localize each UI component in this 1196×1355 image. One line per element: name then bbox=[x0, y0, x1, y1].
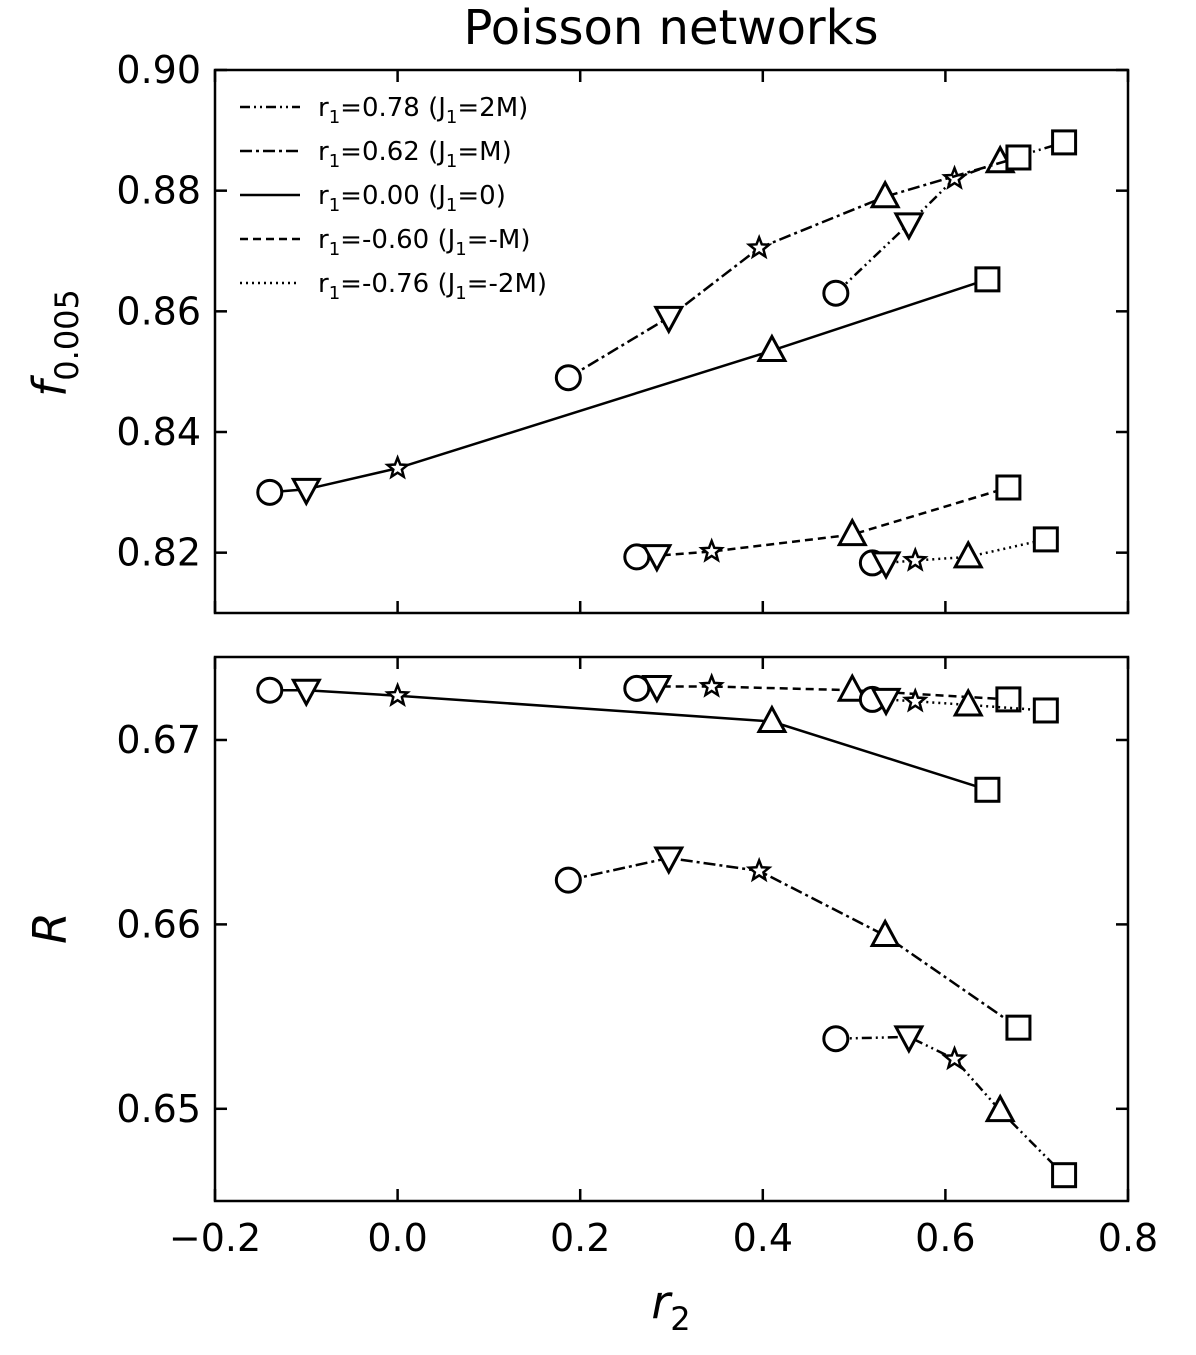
x-tick-label-5: 0.8 bbox=[1098, 1216, 1158, 1260]
series-line-bottom-r062 bbox=[568, 856, 1020, 1029]
point-bottom-rm076-1 bbox=[870, 687, 902, 717]
point-top-rm060-4 bbox=[995, 474, 1022, 501]
point-top-rm060-1 bbox=[641, 544, 673, 573]
point-bottom-r062-3 bbox=[869, 918, 901, 947]
point-bottom-rm060-2 bbox=[698, 672, 725, 698]
legend-label-rm060: r1=-0.60 (J1=-M) bbox=[318, 225, 531, 260]
y-axis-label-bottom: R bbox=[23, 912, 77, 944]
point-bottom-r078-4 bbox=[1051, 1162, 1078, 1189]
y-tick-label-top-4: 0.90 bbox=[116, 48, 201, 92]
series-line-top-r000 bbox=[269, 278, 988, 494]
x-axis-label: r2 bbox=[651, 1275, 690, 1338]
x-tick-label-0: −0.2 bbox=[169, 1216, 261, 1260]
point-bottom-r078-3 bbox=[984, 1093, 1016, 1123]
point-top-r062-2 bbox=[745, 234, 773, 260]
point-bottom-r078-1 bbox=[893, 1025, 925, 1055]
point-top-r078-4 bbox=[1051, 129, 1078, 156]
y-tick-label-bottom-1: 0.66 bbox=[116, 902, 201, 946]
series-line-bottom-rm060 bbox=[636, 685, 1009, 701]
point-top-r000-1 bbox=[290, 477, 322, 507]
y-axis-label-top: f0.005 bbox=[23, 289, 86, 397]
y-tick-label-top-1: 0.84 bbox=[116, 410, 201, 454]
series-line-top-rm060 bbox=[636, 486, 1009, 559]
panel-bottom: −0.2 0.0 0.2 0.4 0.6 0.8 0.65 0.66 0.67 bbox=[116, 655, 1158, 1260]
x-axis-label-main: r bbox=[651, 1275, 673, 1329]
point-top-r062-3 bbox=[869, 179, 901, 209]
x-tick-label-2: 0.2 bbox=[550, 1216, 610, 1260]
panel-top: 0.82 0.84 0.86 0.88 0.90 bbox=[116, 48, 1130, 615]
legend-label-r000: r1=0.00 (J1=0) bbox=[318, 181, 506, 216]
point-top-rm076-3 bbox=[952, 539, 984, 569]
legend: r1=0.78 (J1=2M) r1=0.62 (J1=M) r1=0.00 (J1… bbox=[240, 93, 547, 304]
x-axis-label-sub: 2 bbox=[670, 1300, 690, 1338]
point-top-rm076-4 bbox=[1032, 526, 1059, 553]
point-top-r000-3 bbox=[756, 333, 788, 363]
legend-label-rm076: r1=-0.76 (J1=-2M) bbox=[318, 269, 547, 304]
point-bottom-r000-2 bbox=[384, 681, 411, 708]
point-bottom-rm060-1 bbox=[641, 675, 673, 704]
point-top-rm076-1 bbox=[870, 551, 902, 581]
plot-frame-bottom bbox=[213, 655, 1130, 1203]
point-top-rm060-2 bbox=[698, 537, 725, 563]
point-bottom-r062-2 bbox=[745, 856, 773, 883]
point-top-rm076-2 bbox=[901, 546, 929, 572]
y-axis-label-top-sub: 0.005 bbox=[48, 289, 86, 381]
point-top-r000-2 bbox=[384, 454, 411, 480]
point-bottom-rm076-2 bbox=[901, 687, 929, 713]
point-top-r078-0 bbox=[822, 279, 850, 307]
point-bottom-rm076-4 bbox=[1032, 697, 1059, 724]
point-bottom-r062-1 bbox=[653, 846, 685, 876]
point-bottom-rm076-3 bbox=[952, 687, 984, 717]
y-tick-label-bottom-0: 0.65 bbox=[116, 1087, 201, 1131]
legend-label-r062: r1=0.62 (J1=M) bbox=[318, 137, 512, 172]
point-top-r000-4 bbox=[974, 266, 1001, 293]
legend-label-r078: r1=0.78 (J1=2M) bbox=[318, 93, 528, 128]
series-line-bottom-r078 bbox=[835, 1035, 1065, 1177]
point-bottom-r000-3 bbox=[756, 704, 788, 734]
plot-frame-top bbox=[213, 68, 1130, 615]
point-top-r078-1 bbox=[893, 212, 925, 241]
point-bottom-r078-2 bbox=[941, 1045, 968, 1071]
y-tick-label-top-2: 0.86 bbox=[116, 289, 201, 333]
point-bottom-rm060-4 bbox=[995, 686, 1022, 713]
x-tick-label-1: 0.0 bbox=[367, 1216, 427, 1260]
point-top-r062-4 bbox=[1005, 144, 1032, 171]
y-tick-label-top-3: 0.88 bbox=[116, 169, 201, 213]
point-bottom-r078-0 bbox=[822, 1025, 850, 1053]
point-top-r062-1 bbox=[653, 305, 685, 335]
point-bottom-rm060-3 bbox=[836, 673, 868, 702]
point-top-r062-0 bbox=[554, 364, 582, 392]
x-tick-label-4: 0.6 bbox=[915, 1216, 975, 1260]
point-top-r000-0 bbox=[256, 478, 284, 506]
point-bottom-r000-4 bbox=[974, 776, 1001, 803]
y-tick-label-top-0: 0.82 bbox=[116, 531, 201, 575]
point-bottom-r000-0 bbox=[256, 676, 284, 704]
x-tick-label-3: 0.4 bbox=[733, 1216, 793, 1260]
point-top-rm060-3 bbox=[836, 517, 868, 547]
point-bottom-r062-0 bbox=[554, 866, 582, 894]
y-tick-label-bottom-2: 0.67 bbox=[116, 718, 201, 762]
point-bottom-r000-1 bbox=[290, 678, 322, 708]
chart-title: Poisson networks bbox=[464, 0, 879, 56]
point-bottom-r062-4 bbox=[1005, 1014, 1032, 1041]
